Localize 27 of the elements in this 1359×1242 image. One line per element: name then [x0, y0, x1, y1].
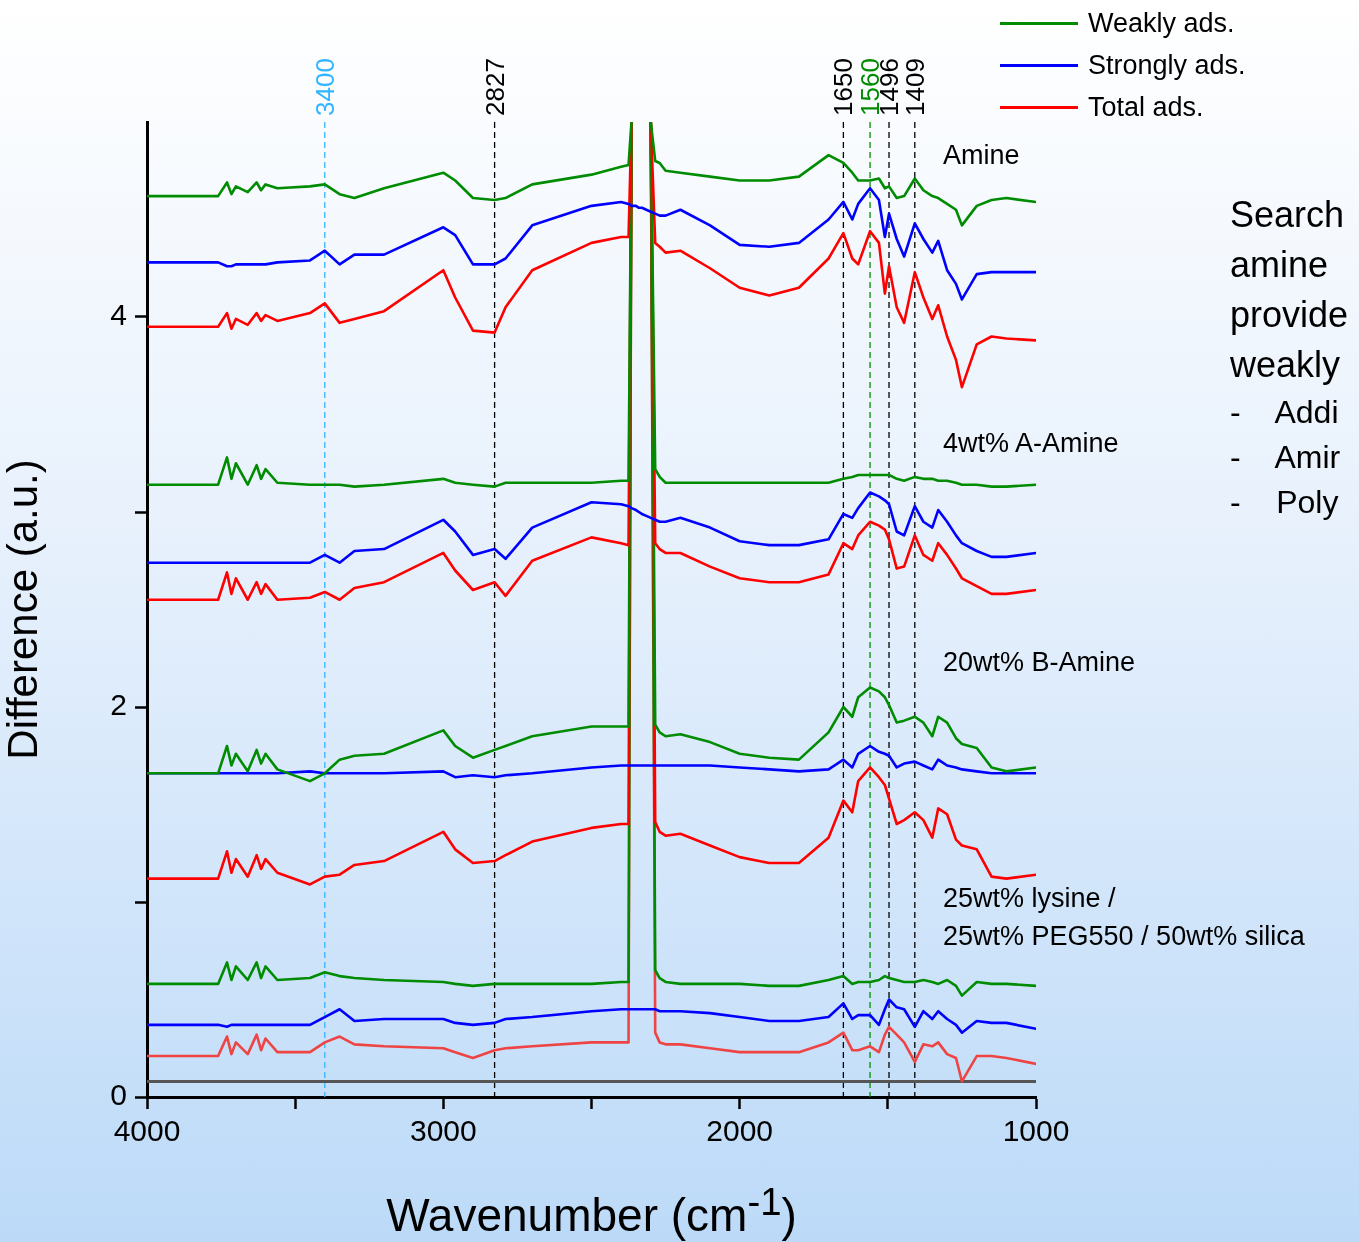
legend-label: Strongly ads. — [1088, 49, 1246, 81]
legend-label: Weakly ads. — [1088, 7, 1235, 39]
text: - Poly — [1230, 483, 1340, 522]
ref-line-label: 2827 — [479, 58, 510, 116]
text: amine — [1230, 243, 1330, 287]
ref-line-label: 1409 — [899, 58, 930, 116]
x-tick-label: 4000 — [113, 1114, 181, 1148]
text: - Amir — [1230, 438, 1342, 477]
text: - Addi — [1230, 393, 1340, 432]
text: Search — [1230, 193, 1346, 237]
x-axis-title: Wavenumber (cm$^{-1}$) — [385, 1180, 798, 1242]
y-tick-label: 0 — [110, 1078, 127, 1112]
x-tick-label: 3000 — [409, 1114, 477, 1148]
ref-line-label: 3400 — [309, 58, 340, 116]
y-axis-title: Difference (a.u.) — [0, 459, 46, 760]
annotation: 20wt% B-Amine — [943, 646, 1136, 679]
annotation: Amine — [943, 139, 1020, 172]
annotation: 4wt% A-Amine — [943, 427, 1119, 460]
text: weakly — [1230, 343, 1342, 387]
annotation: 25wt% lysine / 25wt% PEG550 / 50wt% silica — [943, 882, 1305, 953]
y-tick-label: 2 — [110, 688, 127, 722]
y-tick-label: 4 — [110, 298, 127, 332]
x-tick-label: 1000 — [1002, 1114, 1070, 1148]
text: provide — [1230, 293, 1349, 337]
ref-line-label: 1650 — [828, 58, 859, 116]
x-tick-label: 2000 — [706, 1114, 774, 1148]
legend-label: Total ads. — [1088, 91, 1204, 123]
